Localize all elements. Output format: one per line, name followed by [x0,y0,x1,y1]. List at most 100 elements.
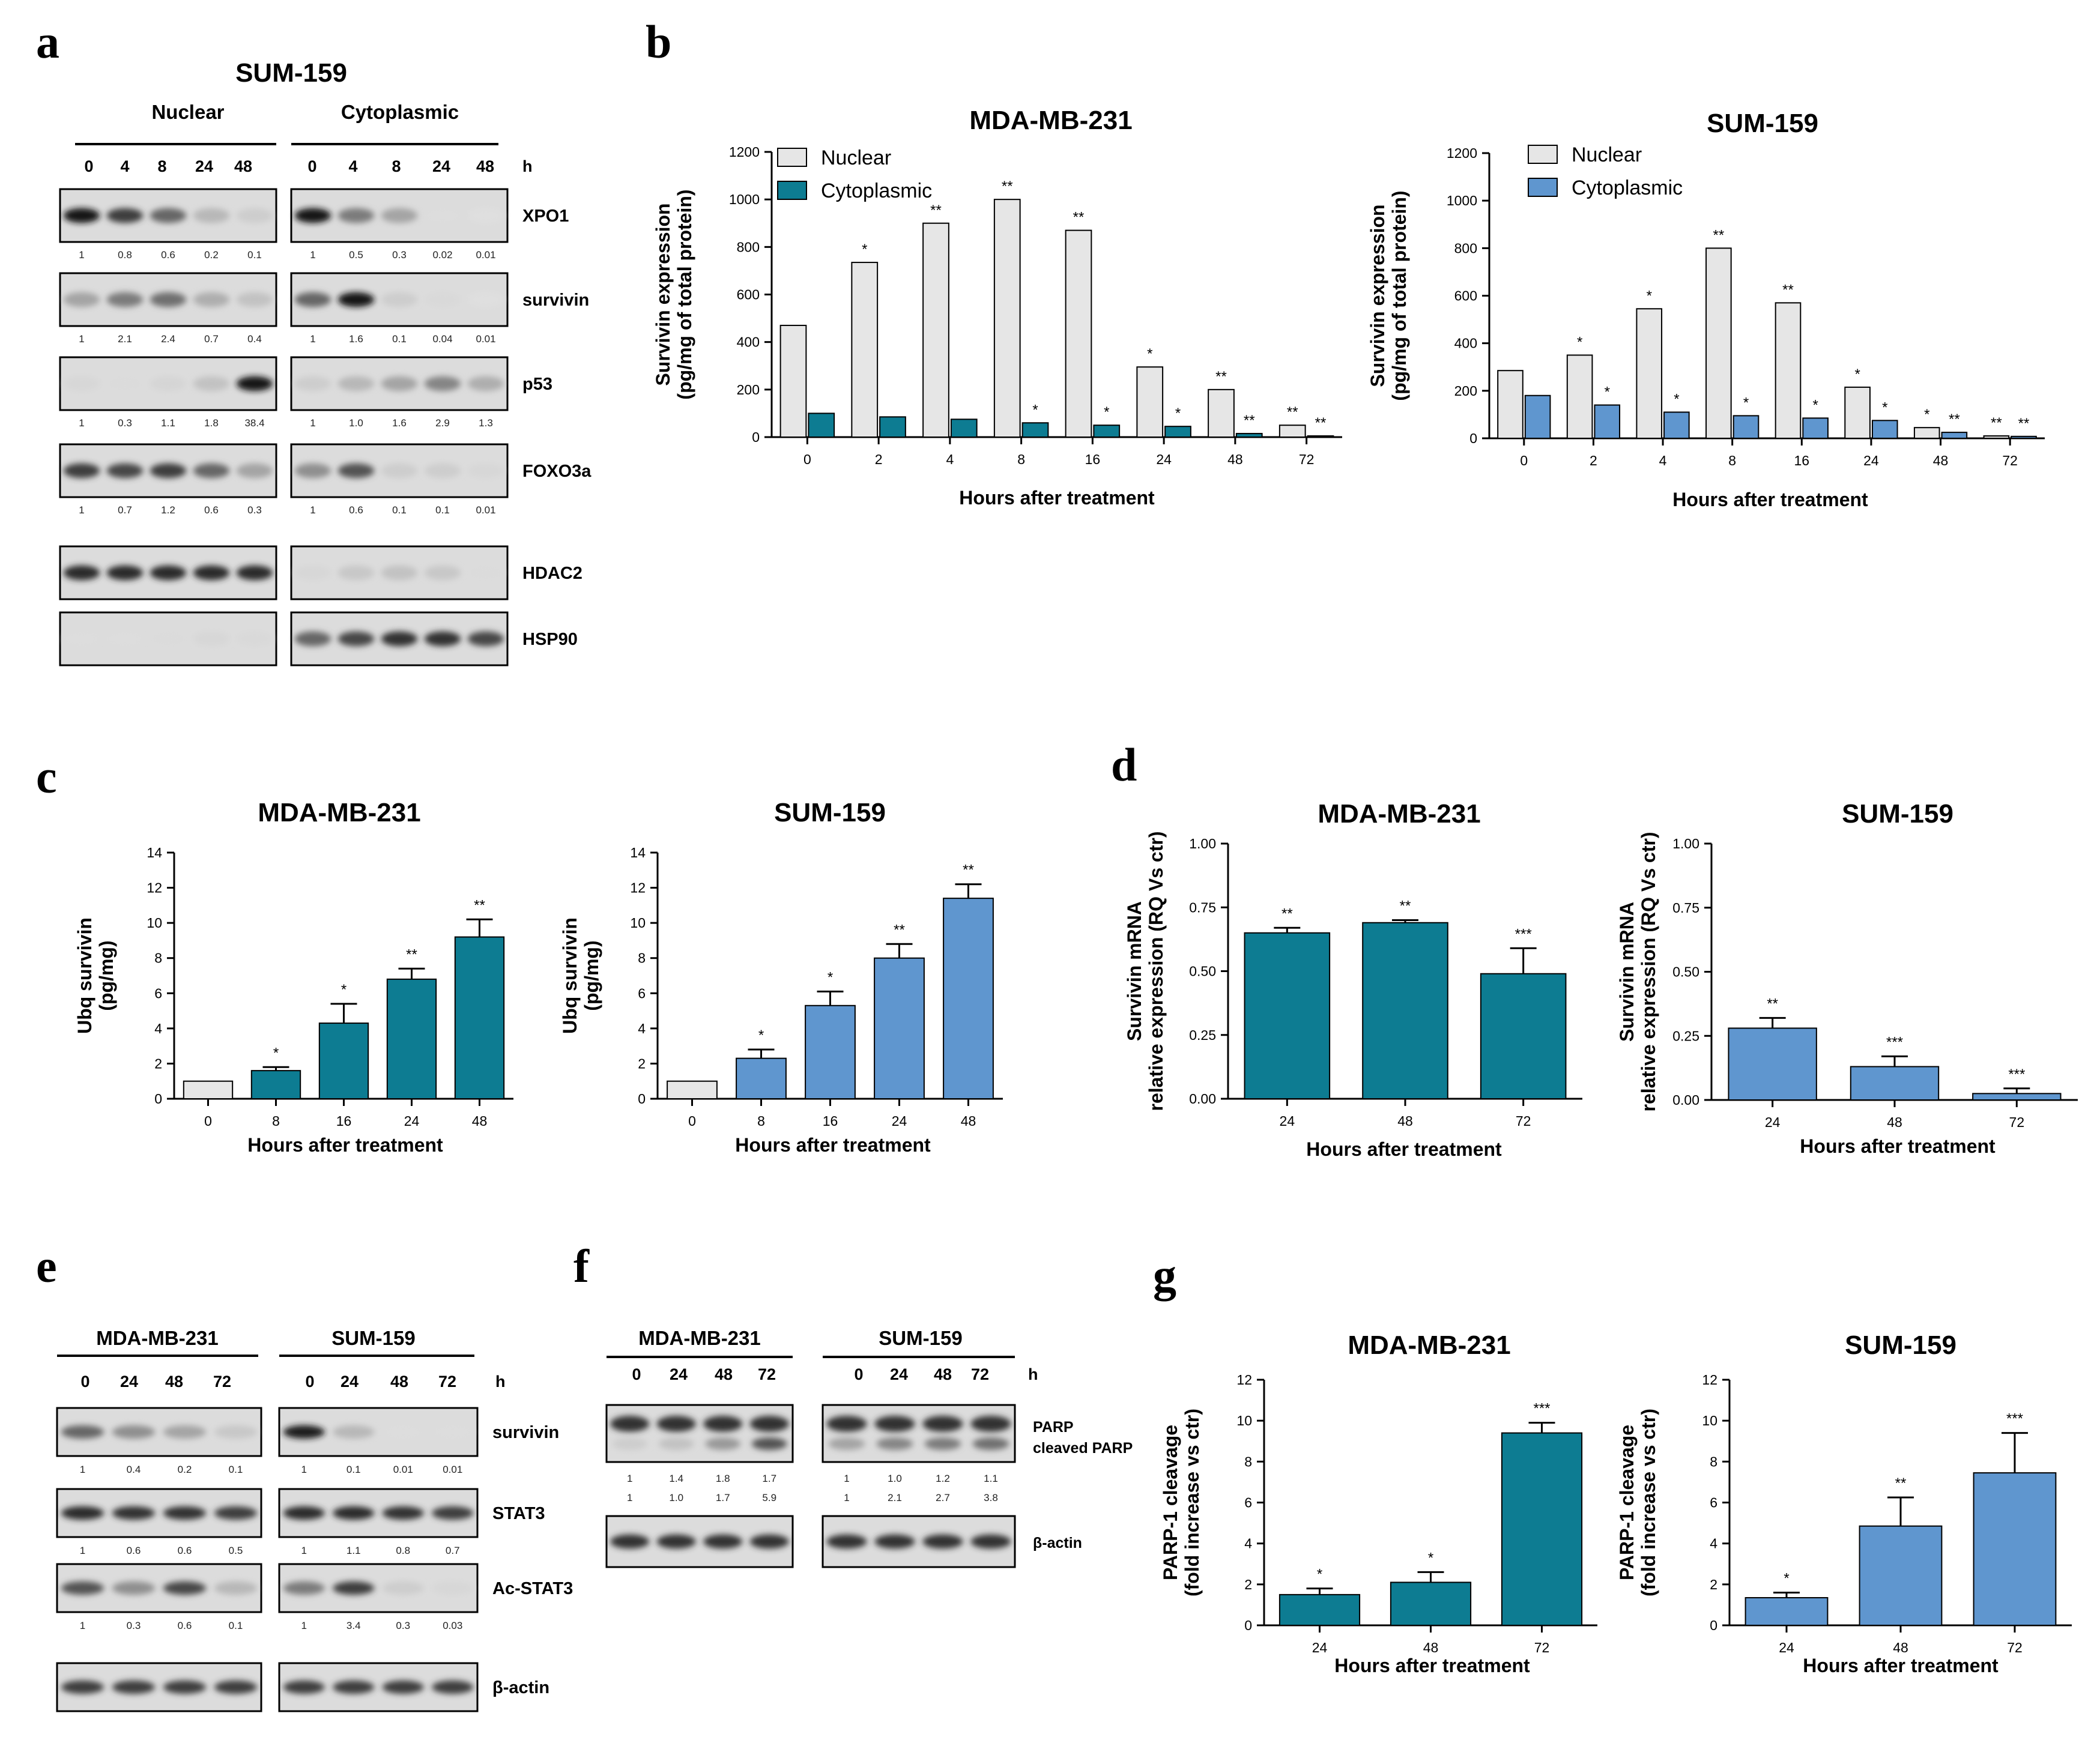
x-tick-label: 16 [823,1113,838,1129]
blot-panel-f: MDA-MB-231 SUM-159 0 24 48 72 0 24 48 72… [605,1327,1133,1568]
blot-a-title: SUM-159 [235,58,347,88]
y-tick-label: 8 [1710,1454,1717,1469]
blot-e-quant-left: 1 [80,1545,85,1556]
y-tick-label: 0.75 [1189,899,1216,915]
significance-marker: ** [1713,227,1725,243]
significance-marker: ** [894,922,905,938]
blot-a-quant-cyto: 0.04 [432,333,452,345]
bar-cytoplasmic [1164,426,1191,438]
blot-a-group-cytoplasmic: Cytoplasmic [341,101,459,123]
blot-e-quant-right: 0.01 [393,1464,413,1475]
bar-nuclear [1775,302,1802,439]
blot-f-protein-label: β-actin [1033,1535,1082,1551]
y-tick-label: 1200 [1447,145,1477,161]
bar [1480,973,1567,1099]
blot-a-5-nuclear-band [106,631,144,647]
y-tick-label: 0 [1469,430,1477,446]
x-tick-label: 72 [1516,1113,1531,1129]
blot-e-quant-left: 0.2 [178,1464,192,1475]
panel-letter-c: c [36,751,57,803]
bar-cytoplasmic [1732,415,1760,439]
blot-f-quant-right2: 2.1 [888,1492,902,1503]
bar [1362,922,1448,1099]
y-axis-label-line: (pg/mg of total protein) [1388,190,1410,400]
significance-marker: ** [1215,369,1227,385]
blot-e-1-left-band [163,1506,207,1520]
blot-e-lane-l24: 24 [120,1373,138,1391]
blot-e-quant-left: 0.3 [127,1620,141,1631]
significance-marker: * [1882,399,1887,415]
legend-label: Nuclear [1572,143,1642,166]
blot-e-quant-left: 0.5 [229,1545,243,1556]
significance-marker: * [1428,1550,1433,1566]
bar-nuclear [1136,366,1164,438]
blot-a-hours-unit: h [522,157,533,175]
blot-a-5-cyto-band [337,631,375,647]
significance-marker: * [1317,1566,1322,1583]
blot-f-actin-right-band [970,1534,1011,1549]
x-tick-label: 72 [2007,1640,2023,1655]
panel-letter-g: g [1153,1249,1176,1301]
blot-e-quant-right: 0.1 [346,1464,361,1475]
blot-a-1-cyto-band [467,292,504,307]
blot-f-actin-left-band [703,1534,743,1549]
y-axis-label-line: (fold increase vs ctr) [1638,1409,1659,1596]
blot-a-quant-cyto: 1 [310,249,315,261]
x-tick-label: 48 [1397,1113,1413,1129]
y-axis-label-line: (pg/mg) [95,940,117,1010]
blot-e-lane-r72: 72 [438,1373,456,1391]
blot-e-lane-l72: 72 [213,1373,231,1391]
significance-marker: ** [1782,282,1794,298]
blot-a-0-nuclear-band [106,208,144,223]
blot-a-quant-nuclear: 0.2 [204,249,219,261]
bar [805,1004,856,1100]
blot-f-quant-right: 1 [844,1473,849,1484]
bar-nuclear [1566,354,1593,439]
x-tick-label: 8 [757,1113,765,1129]
chart-b-sum-159: SUM-159 0 200 400 600 800 1000 1200 Survivin exp… [1367,109,2045,510]
blot-a-2-nuclear-band [193,376,230,391]
blot-a-lane-c0: 0 [307,157,316,175]
bar-cytoplasmic [1524,394,1551,439]
blot-e-quant-left: 0.4 [127,1464,141,1475]
blot-e-quant-right: 0.8 [396,1545,410,1556]
blot-a-quant-cyto: 2.9 [435,417,450,429]
y-tick-label: 6 [154,985,162,1001]
x-tick-label: 48 [472,1113,488,1129]
significance-marker: ** [963,862,974,878]
bar-cytoplasmic [1663,411,1690,439]
y-axis-label-line: (fold increase vs ctr) [1181,1409,1203,1596]
x-tick-label: 4 [946,452,954,467]
blot-e-0-right-band [382,1425,424,1439]
significance-marker: * [273,1045,279,1061]
blot-a-3-nuclear-band [236,463,273,479]
significance-marker: * [1175,405,1181,421]
significance-marker: * [1032,402,1038,418]
x-tick-label: 0 [688,1113,696,1129]
legend-swatch [1528,178,1558,197]
blot-f-hours-unit: h [1028,1365,1038,1383]
blot-a-quant-cyto: 0.1 [435,504,450,516]
blot-e-2-right-band [432,1581,474,1595]
y-tick-label: 10 [1702,1413,1717,1428]
x-tick-label: 24 [1280,1113,1295,1129]
blot-e-2-left-band [163,1581,207,1595]
chart-title: SUM-159 [1842,799,1953,829]
blot-f-quant-right2: 2.7 [936,1492,950,1503]
y-tick-label: 0 [752,429,760,445]
blot-a-3-nuclear-band [63,463,100,479]
bar [1859,1525,1943,1626]
blot-a-0-cyto-band [381,208,418,223]
bar-nuclear [1278,424,1306,438]
y-tick-label: 8 [638,950,646,966]
blot-a-2-cyto-band [294,376,331,391]
bar-cytoplasmic [1307,435,1334,438]
bar [874,957,925,1099]
significance-marker: ** [2018,415,2030,432]
blot-a-quant-cyto: 0.01 [476,249,495,261]
blot-f-parp-right-band [874,1416,915,1432]
blot-f-quant-right: 1.0 [888,1473,902,1484]
blot-a-quant-nuclear: 0.3 [118,417,132,429]
y-tick-label: 4 [1244,1536,1252,1551]
blot-a-4-nuclear-band [236,565,273,581]
